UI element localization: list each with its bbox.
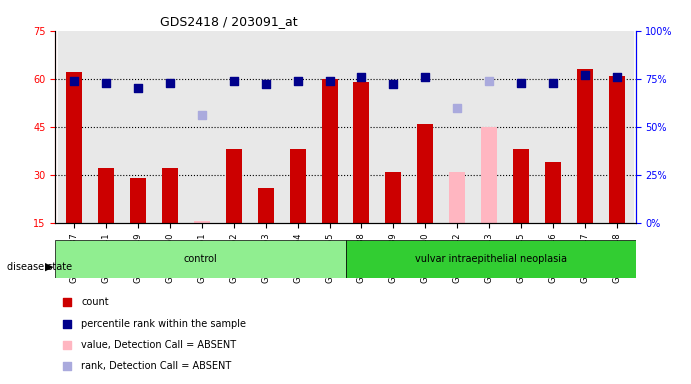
Bar (282, 31, 314, 223)
Bar (250, 31, 282, 223)
Point (324, 78, 335, 84)
Bar (226, 149, 242, 223)
Bar (346, 31, 377, 223)
Point (356, 74, 367, 80)
Point (388, 81, 399, 88)
Text: rank, Detection Call = ABSENT: rank, Detection Call = ABSENT (82, 361, 231, 371)
Text: GDS2418 / 203091_at: GDS2418 / 203091_at (160, 15, 297, 28)
Bar (66, 72, 82, 223)
Text: value, Detection Call = ABSENT: value, Detection Call = ABSENT (82, 339, 236, 350)
Bar (258, 187, 274, 223)
Point (419, 74, 430, 80)
FancyBboxPatch shape (55, 240, 346, 278)
Text: control: control (184, 254, 217, 264)
Point (446, 235, 457, 241)
Bar (59, 31, 91, 223)
Point (611, 74, 622, 80)
Text: vulvar intraepithelial neoplasia: vulvar intraepithelial neoplasia (415, 254, 567, 264)
Bar (505, 31, 537, 223)
Bar (417, 124, 433, 223)
Point (515, 79, 527, 86)
Bar (577, 69, 593, 223)
Point (452, 104, 463, 111)
Bar (98, 168, 114, 223)
Bar (513, 149, 529, 223)
Text: disease state: disease state (7, 262, 72, 272)
Point (101, 79, 112, 86)
Bar (314, 31, 346, 223)
Bar (545, 162, 561, 223)
Bar (609, 76, 625, 223)
Bar (354, 82, 370, 223)
Bar (321, 79, 337, 223)
Text: ▶: ▶ (45, 262, 53, 272)
Point (547, 79, 558, 86)
Bar (569, 31, 600, 223)
Point (196, 112, 207, 118)
Bar (162, 168, 178, 223)
Text: count: count (82, 297, 109, 308)
Bar (290, 149, 305, 223)
Bar (122, 31, 154, 223)
Bar (218, 31, 250, 223)
FancyBboxPatch shape (346, 240, 636, 278)
Point (484, 78, 495, 84)
Bar (194, 221, 210, 223)
Point (292, 78, 303, 84)
Bar (537, 31, 569, 223)
Point (579, 72, 590, 78)
Bar (409, 31, 441, 223)
Bar (130, 178, 146, 223)
Bar (441, 31, 473, 223)
Point (446, 43, 457, 49)
Bar (186, 31, 218, 223)
Bar (449, 172, 465, 223)
Point (133, 85, 144, 91)
Bar (386, 172, 401, 223)
Bar (154, 31, 186, 223)
Bar (473, 31, 505, 223)
Bar (481, 127, 497, 223)
Text: percentile rank within the sample: percentile rank within the sample (82, 318, 247, 329)
Point (228, 78, 239, 84)
Bar (377, 31, 409, 223)
Point (69, 78, 80, 84)
Point (261, 81, 272, 88)
Bar (91, 31, 122, 223)
Bar (600, 31, 632, 223)
Point (164, 79, 176, 86)
